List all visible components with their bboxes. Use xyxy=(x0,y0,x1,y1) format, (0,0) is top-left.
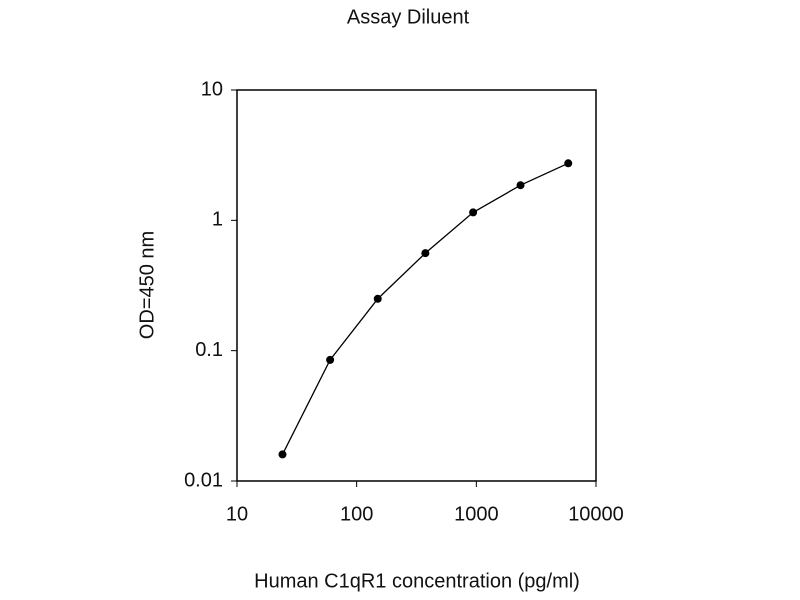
x-tick-label: 100 xyxy=(340,503,373,525)
series-line xyxy=(281,162,569,455)
data-point xyxy=(278,450,287,459)
x-axis-label: Human C1qR1 concentration (pg/ml) xyxy=(254,570,580,592)
x-tick-label: 10 xyxy=(226,503,248,525)
y-tick-label: 1 xyxy=(212,209,223,231)
x-tick-label: 1000 xyxy=(454,503,499,525)
data-point xyxy=(469,208,478,217)
data-point xyxy=(421,249,430,258)
y-tick-label: 10 xyxy=(201,78,223,100)
data-point xyxy=(564,159,573,168)
x-tick-label: 10000 xyxy=(568,503,624,525)
chart-title: Assay Diluent xyxy=(347,6,470,28)
data-point xyxy=(373,294,382,303)
data-point xyxy=(516,181,525,190)
y-tick-label: 0.01 xyxy=(184,469,223,491)
y-tick-label: 0.1 xyxy=(195,339,223,361)
data-point xyxy=(326,355,335,364)
y-axis-label: OD=450 nm xyxy=(136,231,158,339)
plot-frame xyxy=(236,89,597,482)
